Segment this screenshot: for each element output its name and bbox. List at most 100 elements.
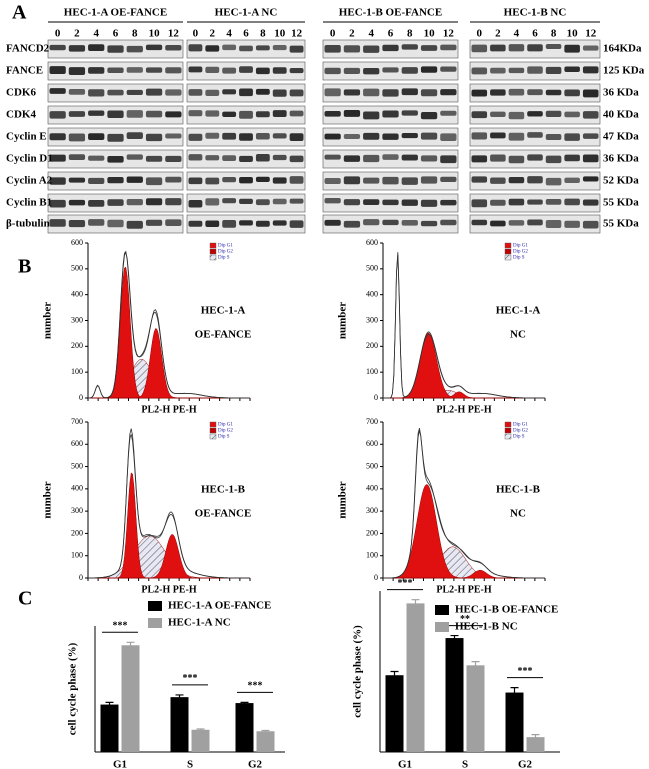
blot-band	[564, 44, 580, 53]
blot-band	[582, 45, 599, 51]
blot-band	[107, 133, 124, 142]
blot-band	[545, 220, 562, 228]
sample-label: OE-FANCE	[195, 508, 252, 520]
y-tick-label: 700	[366, 417, 378, 426]
blot-band	[324, 154, 341, 160]
group-header: HEC-1-A NC	[215, 7, 278, 19]
blot-band	[272, 133, 287, 139]
histogram-outline	[383, 252, 545, 399]
blot-band	[68, 133, 86, 142]
blot-band	[68, 154, 86, 160]
blot-band	[582, 199, 599, 206]
blot-band	[222, 155, 237, 162]
x-tick-label: G1	[113, 759, 127, 769]
blot-band	[527, 219, 543, 226]
timepoint: 8	[407, 28, 413, 40]
blot-band	[88, 110, 105, 116]
blot-band	[126, 89, 143, 95]
blot-band	[324, 219, 341, 226]
y-tick-label: 200	[366, 528, 378, 537]
protein-label: CDK6	[6, 87, 36, 99]
bar	[100, 704, 119, 752]
y-tick-label: 0	[79, 573, 83, 582]
blot-band	[107, 155, 124, 163]
sample-label: HEC-1-B	[496, 484, 541, 496]
blot-band	[188, 66, 203, 73]
blot-band	[343, 155, 361, 162]
significance: **	[460, 614, 470, 625]
legend-label: Dip G1	[513, 244, 528, 249]
significance: ***	[518, 666, 533, 677]
blot-band	[255, 111, 270, 118]
blot-band	[88, 67, 105, 74]
y-tick-label: 300	[366, 506, 378, 515]
blot-band	[188, 110, 203, 117]
timepoint: 8	[551, 28, 557, 40]
blot-band	[343, 45, 361, 53]
blot-band	[205, 132, 220, 139]
legend-swatch	[209, 254, 217, 261]
legend-label: Dip S	[218, 256, 230, 261]
blot-band	[205, 89, 220, 97]
y-axis-label: number	[337, 481, 349, 518]
timepoint: 0	[193, 28, 199, 40]
bar	[466, 665, 485, 752]
legend-swatch	[148, 601, 162, 611]
legend-swatch	[209, 433, 217, 440]
size-label: 36 KDa	[603, 153, 639, 165]
histogram-outline	[382, 430, 545, 579]
size-label: 47 KDa	[603, 131, 639, 143]
blot-band	[508, 44, 525, 52]
y-tick-label: 600	[71, 439, 83, 448]
legend-swatch	[504, 421, 512, 428]
blot-band	[440, 66, 457, 72]
blot-band	[289, 155, 304, 163]
blot-band	[126, 154, 143, 160]
blot-band	[88, 44, 105, 52]
blot-band	[401, 177, 418, 185]
significance: ***	[183, 673, 198, 684]
blot-band	[145, 88, 163, 96]
y-tick-label: 0	[374, 393, 378, 402]
blot-band	[382, 154, 399, 160]
blot-band	[545, 44, 562, 50]
blot-band	[420, 220, 438, 227]
blot-band	[49, 199, 66, 208]
blot-band	[382, 110, 399, 118]
blot-band	[88, 89, 105, 97]
blot-band	[222, 67, 237, 74]
blot-band	[471, 155, 488, 163]
blot-band	[324, 177, 341, 184]
timepoint: 6	[243, 28, 249, 40]
blot-band	[382, 67, 399, 73]
y-tick-label: 500	[71, 461, 83, 470]
blot-band	[471, 219, 488, 226]
blot-band	[255, 67, 270, 75]
blot-band	[508, 67, 525, 74]
legend-label: Dip G2	[218, 429, 233, 434]
blot-band	[471, 44, 488, 53]
blot-band	[205, 110, 220, 117]
blot-band	[564, 133, 580, 141]
timepoint: 12	[291, 28, 303, 40]
timepoint: 6	[388, 28, 394, 40]
blot-band	[582, 154, 599, 163]
timepoint: 10	[567, 28, 579, 40]
bar	[121, 645, 140, 752]
legend-label: Dip G2	[218, 250, 233, 255]
legend-swatch	[148, 618, 162, 628]
blot-band	[564, 89, 580, 97]
blot-band	[545, 89, 562, 96]
error-bar	[175, 694, 184, 700]
blot-band	[255, 220, 270, 227]
blot-band	[49, 88, 66, 94]
y-tick-label: 300	[71, 315, 83, 324]
legend-label: Dip G1	[218, 244, 233, 249]
blot-band	[165, 176, 182, 183]
blot-band	[527, 132, 543, 138]
blot-band	[222, 198, 237, 204]
blot-band	[363, 154, 380, 163]
blot-band	[88, 133, 105, 141]
blot-band	[107, 219, 124, 228]
blot-band	[222, 89, 237, 95]
